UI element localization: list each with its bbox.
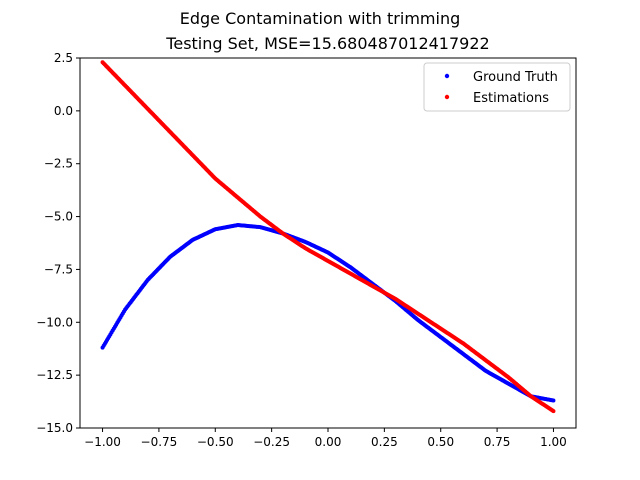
x-tick-label: 0.25 bbox=[371, 435, 398, 449]
legend-marker bbox=[444, 73, 450, 79]
legend-box bbox=[423, 62, 571, 112]
y-tick-label: −12.5 bbox=[36, 368, 73, 382]
chart-subtitle: Testing Set, MSE=15.680487012417922 bbox=[165, 34, 489, 53]
y-tick-label: 2.5 bbox=[54, 51, 73, 65]
legend-label: Estimations bbox=[473, 91, 549, 106]
legend-label: Ground Truth bbox=[473, 70, 558, 85]
x-tick-label: −0.75 bbox=[141, 435, 178, 449]
series-ground-truth bbox=[100, 223, 556, 403]
series-estimations bbox=[100, 60, 556, 414]
x-tick-label: 1.00 bbox=[540, 435, 567, 449]
x-tick-label: −0.25 bbox=[253, 435, 290, 449]
x-tick-label: 0.00 bbox=[315, 435, 342, 449]
axis-ticks-layer: −1.00 −0.75 −0.50 −0.25 0.00 0.25 0.50 0.75 1.00… bbox=[36, 51, 567, 449]
y-tick-label: −5.0 bbox=[44, 210, 73, 224]
x-tick-label: −1.00 bbox=[84, 435, 121, 449]
data-point bbox=[551, 398, 556, 403]
y-tick-label: −7.5 bbox=[44, 262, 73, 276]
y-tick-label: −2.5 bbox=[44, 157, 73, 171]
y-tick-label: 0.0 bbox=[54, 104, 73, 118]
y-tick-label: −10.0 bbox=[36, 315, 73, 329]
plot-area-frame bbox=[79, 57, 577, 429]
chart-title: Edge Contamination with trimming bbox=[180, 9, 460, 28]
data-points-layer bbox=[100, 60, 556, 414]
y-tick-label: −15.0 bbox=[36, 421, 73, 435]
legend: Ground Truth Estimations bbox=[423, 62, 571, 112]
x-tick-label: 0.75 bbox=[484, 435, 511, 449]
x-tick-label: 0.50 bbox=[427, 435, 454, 449]
legend-marker bbox=[444, 94, 450, 100]
data-point bbox=[551, 409, 556, 414]
x-tick-label: −0.50 bbox=[197, 435, 234, 449]
